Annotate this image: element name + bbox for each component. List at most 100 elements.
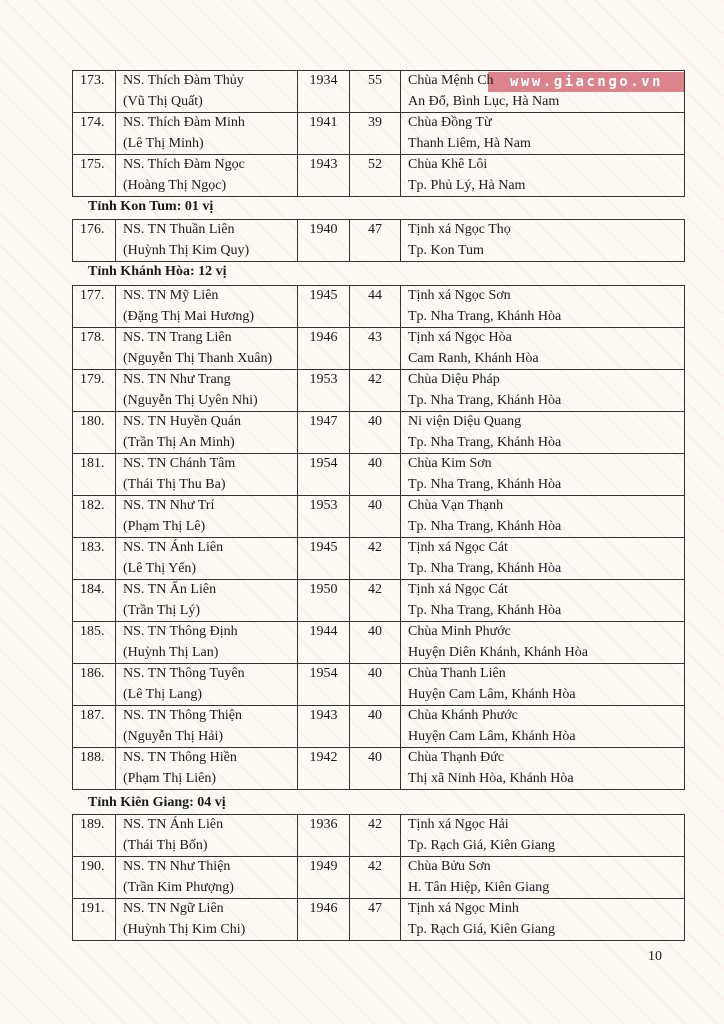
name: NS. TN Chánh Tâm [123,456,236,471]
num-cell: 182. [72,495,116,538]
year-cell: 1946 [297,898,350,941]
num: 173. [80,73,105,88]
name: NS. Thích Đàm Thủy [123,73,244,88]
place: Chùa Mệnh Ch [408,73,494,88]
name-cell: NS. TN Ấn Liên (Trần Thị Lý) [115,579,298,622]
table-row: 183. NS. TN Ánh Liên (Lê Thị Yến) 1945 42 Tịn… [72,537,685,580]
location: Tp. Nha Trang, Khánh Hòa [408,476,562,492]
num-cell: 185. [72,621,116,664]
num-cell: 188. [72,747,116,790]
year-cell: 1953 [297,495,350,538]
name: NS. Thích Đàm Ngọc [123,157,245,172]
age-cell: 44 [349,285,401,328]
age-cell: 40 [349,495,401,538]
name-cell: NS. TN Ánh Liên (Thái Thị Bốn) [115,814,298,857]
place: Tịnh xá Ngọc Cát [408,540,508,555]
age-cell: 40 [349,621,401,664]
age: 55 [368,73,382,88]
year-cell: 1945 [297,285,350,328]
birth-name: (Phạm Thị Liên) [123,770,217,786]
age-cell: 40 [349,663,401,706]
place: Tịnh xá Ngọc Hòa [408,330,512,345]
year: 1950 [309,582,338,597]
num-cell: 175. [72,154,116,197]
name-cell: NS. Thích Đàm Thủy (Vũ Thị Quất) [115,70,298,113]
year: 1944 [309,624,338,639]
year-cell: 1949 [297,856,350,899]
birth-name: (Thái Thị Thu Ba) [123,476,226,492]
table-row: 176. NS. TN Thuần Liên (Huỳnh Thị Kim Quy)… [72,219,685,262]
num: 185. [80,624,105,639]
location: Thanh Liêm, Hà Nam [408,135,531,151]
name: NS. TN Ánh Liên [123,540,224,555]
birth-name: (Lê Thị Minh) [123,135,204,151]
table-row: 181. NS. TN Chánh Tâm (Thái Thị Thu Ba) 195… [72,453,685,496]
location: Tp. Nha Trang, Khánh Hòa [408,434,562,450]
year: 1946 [309,330,338,345]
place-cell: Chùa Khánh Phước Huyện Cam Lâm, Khánh Hòa [400,705,685,748]
num: 184. [80,582,105,597]
place-cell: Chùa Minh Phước Huyện Diên Khánh, Khánh H… [400,621,685,664]
place: Ni viện Diệu Quang [408,414,522,429]
location: Tp. Rạch Giá, Kiên Giang [408,837,555,853]
table-row: 175. NS. Thích Đàm Ngọc (Hoàng Thị Ngọc) 19… [72,154,685,197]
age: 42 [368,817,382,832]
name: NS. TN Thông Hiền [123,750,237,765]
num-cell: 176. [72,219,116,262]
birth-name: (Hoàng Thị Ngọc) [123,177,227,193]
year: 1945 [309,540,338,555]
nun-list-table: 189. NS. TN Ánh Liên (Thái Thị Bốn) 1936 42 T… [72,814,685,941]
birth-name: (Phạm Thị Lê) [123,518,206,534]
birth-name: (Vũ Thị Quất) [123,93,203,109]
num: 191. [80,901,105,916]
age-cell: 43 [349,327,401,370]
age-cell: 42 [349,537,401,580]
table-row: 189. NS. TN Ánh Liên (Thái Thị Bốn) 1936 42 T… [72,814,685,857]
age-cell: 40 [349,453,401,496]
place-cell: Chùa Khê Lôi Tp. Phủ Lý, Hà Nam [400,154,685,197]
num: 189. [80,817,105,832]
num: 179. [80,372,105,387]
num-cell: 180. [72,411,116,454]
age-cell: 39 [349,112,401,155]
table-row: 180. NS. TN Huyền Quán (Trần Thị An Minh) 1… [72,411,685,454]
location: Tp. Nha Trang, Khánh Hòa [408,308,562,324]
year: 1941 [309,115,338,130]
location: Tp. Nha Trang, Khánh Hòa [408,392,562,408]
birth-name: (Trần Thị An Minh) [123,434,235,450]
name: NS. TN Ánh Liên [123,817,224,832]
num: 175. [80,157,105,172]
place: Chùa Khê Lôi [408,157,488,172]
age-cell: 40 [349,705,401,748]
place-cell: Tịnh xá Ngọc Thọ Tp. Kon Tum [400,219,685,262]
num: 176. [80,222,105,237]
name-cell: NS. TN Ngữ Liên (Huỳnh Thị Kim Chi) [115,898,298,941]
location: Thị xã Ninh Hòa, Khánh Hòa [408,770,574,786]
age: 40 [368,666,382,681]
table-row: 191. NS. TN Ngữ Liên (Huỳnh Thị Kim Chi) 19… [72,898,685,941]
table-row: 186. NS. TN Thông Tuyên (Lê Thị Lang) 1954 4… [72,663,685,706]
name-cell: NS. TN Thuần Liên (Huỳnh Thị Kim Quy) [115,219,298,262]
place: Tịnh xá Ngọc Sơn [408,288,511,303]
num: 180. [80,414,105,429]
year: 1946 [309,901,338,916]
birth-name: (Nguyễn Thị Thanh Xuân) [123,350,273,366]
num-cell: 183. [72,537,116,580]
age-cell: 42 [349,369,401,412]
year: 1943 [309,157,338,172]
num: 174. [80,115,105,130]
name: NS. Thích Đàm Minh [123,115,245,130]
nun-list-table: 176. NS. TN Thuần Liên (Huỳnh Thị Kim Quy)… [72,219,685,262]
age: 42 [368,859,382,874]
place-cell: Tịnh xá Ngọc Cát Tp. Nha Trang, Khánh Hòa [400,537,685,580]
location: Tp. Nha Trang, Khánh Hòa [408,560,562,576]
year-cell: 1940 [297,219,350,262]
location: Tp. Nha Trang, Khánh Hòa [408,518,562,534]
location: Huyện Cam Lâm, Khánh Hòa [408,686,576,702]
place: Chùa Vạn Thạnh [408,498,504,513]
name: NS. TN Như Trang [123,372,231,387]
birth-name: (Huỳnh Thị Kim Quy) [123,242,250,258]
section-title: Tỉnh Khánh Hòa: 12 vị [88,264,227,279]
age-cell: 55 [349,70,401,113]
name: NS. TN Thông Thiện [123,708,243,723]
